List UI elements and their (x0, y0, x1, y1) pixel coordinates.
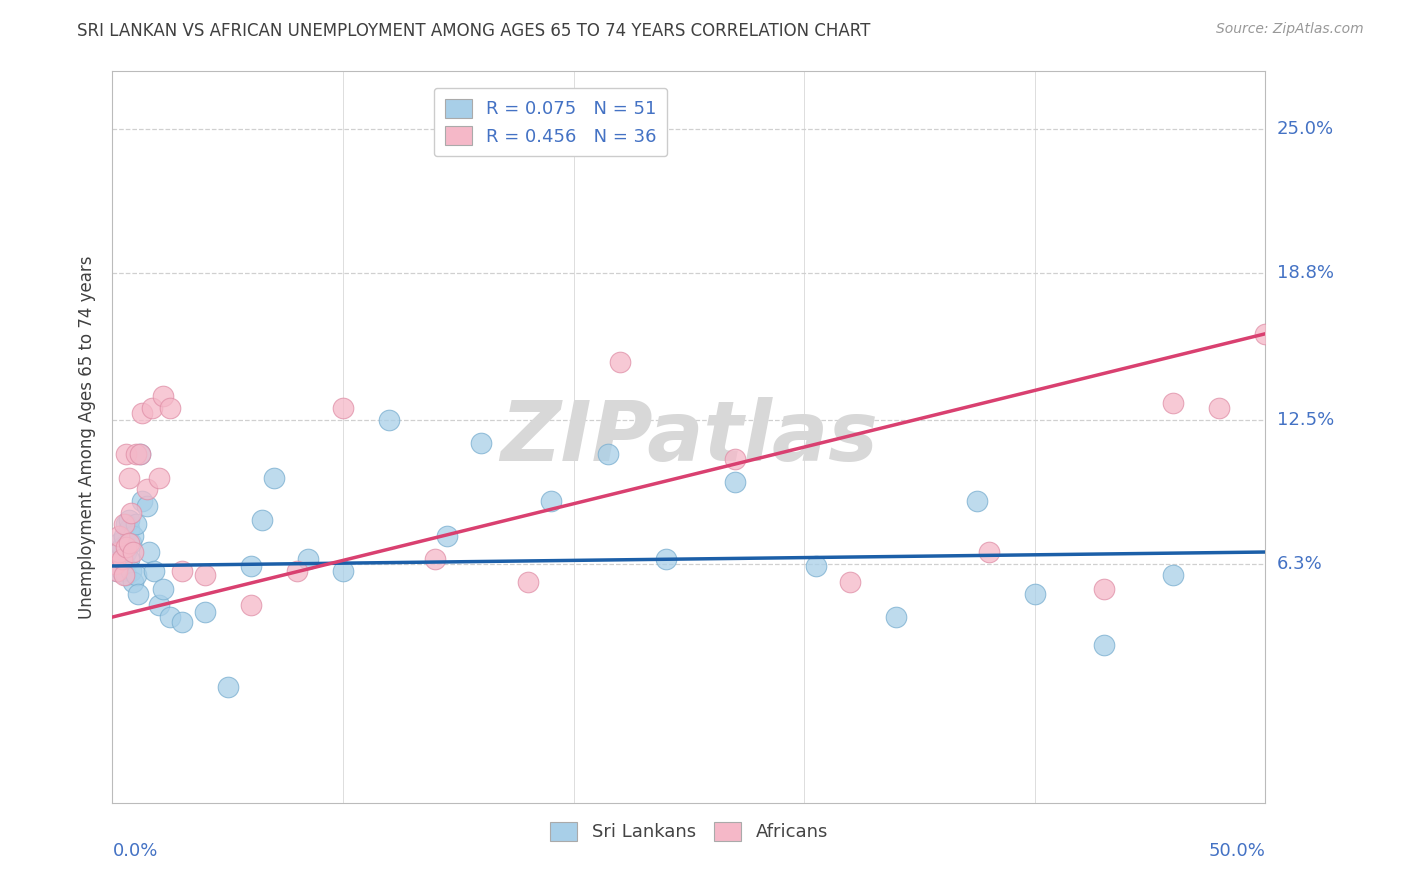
Point (252, 512, 274, 526)
Point (263, 471, 285, 485)
Point (115, 541, 138, 555)
Point (148, 599, 170, 613)
Point (598, 448, 620, 462)
Point (1092, 582, 1115, 597)
Point (159, 610, 181, 624)
Point (886, 610, 908, 624)
Point (112, 529, 135, 543)
Point (108, 545, 131, 559)
Point (332, 401, 354, 415)
Point (170, 615, 193, 629)
Point (378, 412, 401, 426)
Point (117, 535, 139, 549)
Point (285, 564, 308, 578)
Point (136, 483, 159, 497)
Point (117, 471, 139, 485)
Point (1208, 401, 1230, 415)
Point (120, 506, 142, 520)
Point (105, 564, 128, 578)
Point (724, 475, 747, 490)
Point (111, 541, 134, 555)
Point (117, 522, 139, 536)
Point (111, 552, 134, 566)
Point (297, 552, 319, 566)
Point (141, 401, 163, 415)
Point (977, 545, 1000, 559)
Point (129, 448, 152, 462)
Text: 50.0%: 50.0% (1209, 842, 1265, 860)
Point (540, 494, 562, 508)
Point (217, 680, 239, 694)
Text: 18.8%: 18.8% (1277, 264, 1333, 283)
Y-axis label: Unemployment Among Ages 65 to 74 years: Unemployment Among Ages 65 to 74 years (77, 255, 96, 619)
Point (124, 448, 146, 462)
Point (122, 545, 145, 559)
Point (839, 575, 862, 590)
Point (194, 606, 217, 620)
Point (131, 406, 153, 420)
Point (138, 545, 160, 559)
Point (112, 568, 135, 582)
Point (1092, 638, 1115, 652)
Point (1024, 587, 1046, 601)
Point (124, 517, 146, 532)
Point (724, 452, 747, 467)
Point (194, 568, 217, 582)
Point (105, 545, 128, 559)
Point (425, 552, 447, 566)
Point (108, 529, 131, 543)
Point (131, 494, 153, 508)
Point (115, 545, 138, 559)
Point (1254, 326, 1277, 341)
Point (516, 575, 538, 590)
Point (115, 517, 138, 532)
Point (117, 512, 139, 526)
Text: 25.0%: 25.0% (1277, 120, 1334, 138)
Point (108, 552, 131, 566)
Point (104, 557, 127, 571)
Point (609, 354, 631, 368)
Point (120, 535, 142, 549)
Point (129, 448, 152, 462)
Text: 6.3%: 6.3% (1277, 555, 1322, 573)
Point (111, 564, 134, 578)
Point (115, 448, 138, 462)
Point (120, 564, 142, 578)
Point (470, 436, 492, 450)
Point (966, 494, 988, 508)
Text: 0.0%: 0.0% (112, 842, 157, 860)
Text: ZIPatlas: ZIPatlas (501, 397, 877, 477)
Point (143, 564, 166, 578)
Text: 12.5%: 12.5% (1277, 410, 1334, 429)
Point (239, 599, 262, 613)
Point (122, 529, 145, 543)
Point (1161, 396, 1184, 410)
Point (152, 582, 174, 597)
Point (136, 499, 159, 513)
Point (117, 552, 139, 566)
Point (159, 401, 181, 415)
Point (127, 587, 149, 601)
Point (112, 557, 135, 571)
Point (436, 529, 458, 543)
Legend: Sri Lankans, Africans: Sri Lankans, Africans (543, 814, 835, 848)
Point (108, 535, 131, 549)
Point (239, 558, 262, 573)
Point (655, 552, 678, 566)
Point (152, 389, 174, 403)
Point (122, 575, 145, 590)
Point (804, 558, 827, 573)
Point (148, 471, 170, 485)
Point (112, 517, 135, 532)
Point (105, 564, 128, 578)
Point (332, 564, 354, 578)
Text: SRI LANKAN VS AFRICAN UNEMPLOYMENT AMONG AGES 65 TO 74 YEARS CORRELATION CHART: SRI LANKAN VS AFRICAN UNEMPLOYMENT AMONG… (77, 22, 870, 40)
Point (170, 564, 193, 578)
Point (115, 568, 138, 582)
Point (104, 557, 127, 571)
Point (1161, 568, 1184, 582)
Point (124, 568, 146, 582)
Text: Source: ZipAtlas.com: Source: ZipAtlas.com (1216, 22, 1364, 37)
